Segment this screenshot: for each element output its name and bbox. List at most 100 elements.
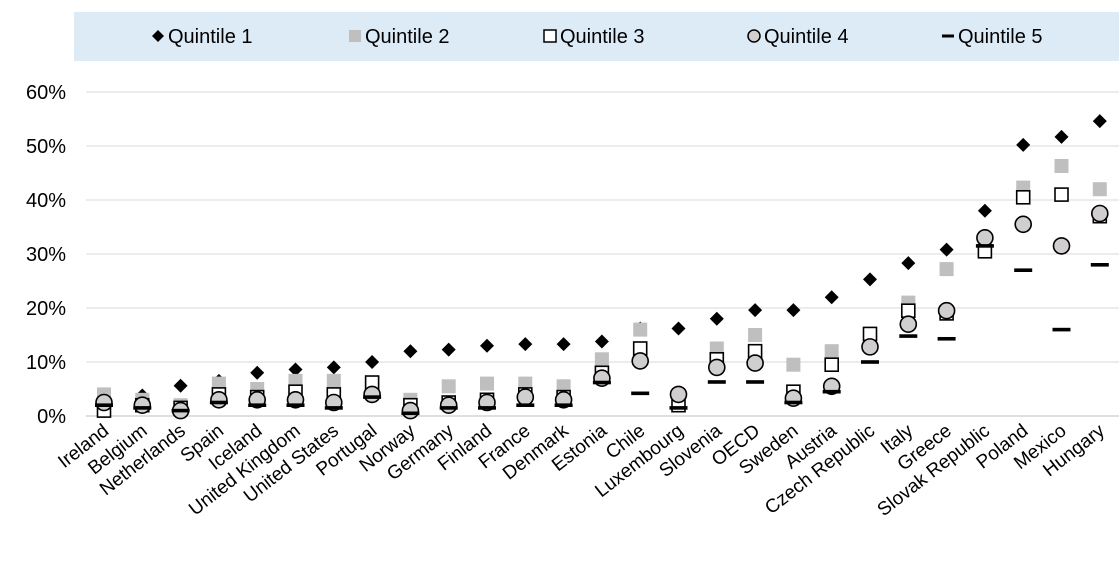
- data-point: [1054, 129, 1069, 144]
- series-4: [95, 204, 1109, 420]
- data-point: [786, 303, 801, 318]
- data-point: [1090, 263, 1109, 267]
- data-point: [1014, 268, 1033, 272]
- data-point: [901, 256, 916, 271]
- legend: Quintile 1 Quintile 2 Quintile 3 Quintile 4…: [152, 26, 1043, 48]
- data-point: [900, 303, 916, 319]
- data-point: [480, 376, 494, 391]
- legend-label: Quintile 2: [365, 26, 450, 48]
- data-point: [363, 385, 381, 404]
- legend-marker: [747, 29, 761, 43]
- data-point: [594, 334, 609, 349]
- data-point: [95, 403, 113, 407]
- legend-marker: [543, 29, 557, 43]
- y-tick-label: 0%: [37, 406, 66, 428]
- data-point: [937, 301, 956, 320]
- data-point: [133, 396, 152, 415]
- data-point: [518, 337, 533, 352]
- data-point: [441, 342, 456, 357]
- y-tick-label: 50%: [26, 136, 66, 158]
- data-point: [210, 390, 228, 409]
- data-point: [631, 352, 650, 370]
- legend-entry: Quintile 1: [152, 26, 253, 48]
- y-tick-label: 10%: [26, 352, 66, 374]
- data-point: [746, 354, 764, 372]
- data-point: [861, 338, 879, 356]
- data-point: [326, 360, 341, 375]
- data-marks: [95, 114, 1109, 420]
- data-point: [1014, 215, 1033, 234]
- data-point: [288, 373, 303, 388]
- data-point: [478, 406, 496, 410]
- data-point: [554, 403, 573, 407]
- data-point: [824, 344, 839, 359]
- data-point: [133, 406, 152, 410]
- data-point: [1092, 182, 1107, 197]
- data-point: [403, 344, 418, 359]
- legend-marker: [152, 30, 164, 42]
- data-point: [631, 391, 650, 396]
- data-point: [748, 328, 763, 342]
- x-axis: IrelandBelgiumNetherlandsSpainIcelandUni…: [54, 420, 1109, 521]
- data-point: [1052, 237, 1071, 255]
- data-point: [480, 338, 494, 353]
- data-point: [899, 315, 918, 334]
- series-1: [97, 114, 1107, 407]
- data-point: [1016, 137, 1031, 152]
- data-point: [1052, 327, 1071, 332]
- data-point: [1092, 114, 1107, 129]
- legend-entry: Quintile 2: [349, 26, 450, 48]
- data-point: [401, 401, 420, 420]
- data-point: [250, 365, 265, 380]
- data-point: [786, 357, 801, 372]
- data-point: [939, 242, 954, 257]
- data-point: [439, 396, 458, 415]
- data-point: [326, 373, 341, 388]
- data-point: [861, 360, 879, 364]
- data-point: [209, 400, 228, 405]
- data-point: [784, 400, 803, 405]
- data-point: [288, 362, 303, 377]
- data-point: [748, 303, 763, 318]
- y-tick-label: 30%: [26, 244, 66, 266]
- series-5: [95, 244, 1109, 416]
- data-point: [1091, 204, 1109, 223]
- data-point: [594, 352, 609, 367]
- data-point: [975, 244, 994, 248]
- y-axis: 0% 10% 20% 30% 40% 50% 60%: [26, 82, 66, 428]
- data-point: [1054, 158, 1069, 173]
- data-point: [824, 290, 839, 305]
- data-point: [248, 403, 267, 407]
- data-point: [286, 403, 305, 407]
- data-point: [516, 403, 535, 407]
- data-point: [365, 355, 380, 369]
- data-point: [707, 380, 726, 384]
- data-point: [939, 262, 954, 277]
- data-point: [977, 203, 992, 218]
- data-point: [633, 322, 648, 337]
- legend-entry: Quintile 3: [543, 26, 645, 48]
- legend-label: Quintile 5: [958, 26, 1043, 48]
- data-point: [173, 378, 188, 393]
- data-point: [171, 408, 190, 413]
- data-point: [556, 337, 571, 352]
- data-point: [863, 272, 877, 287]
- data-point: [669, 385, 688, 404]
- data-point: [822, 389, 841, 394]
- data-point: [746, 380, 765, 384]
- legend-label: Quintile 1: [168, 26, 253, 48]
- data-point: [556, 379, 571, 394]
- legend-label: Quintile 3: [560, 26, 645, 48]
- data-point: [709, 311, 724, 326]
- data-point: [95, 393, 113, 412]
- data-point: [441, 379, 456, 394]
- legend-entry: Quintile 4: [747, 26, 849, 48]
- data-point: [1015, 190, 1031, 205]
- legend-label: Quintile 4: [764, 26, 849, 48]
- y-tick-label: 60%: [26, 82, 66, 104]
- data-point: [516, 388, 535, 406]
- y-tick-label: 40%: [26, 190, 66, 212]
- data-point: [824, 357, 840, 373]
